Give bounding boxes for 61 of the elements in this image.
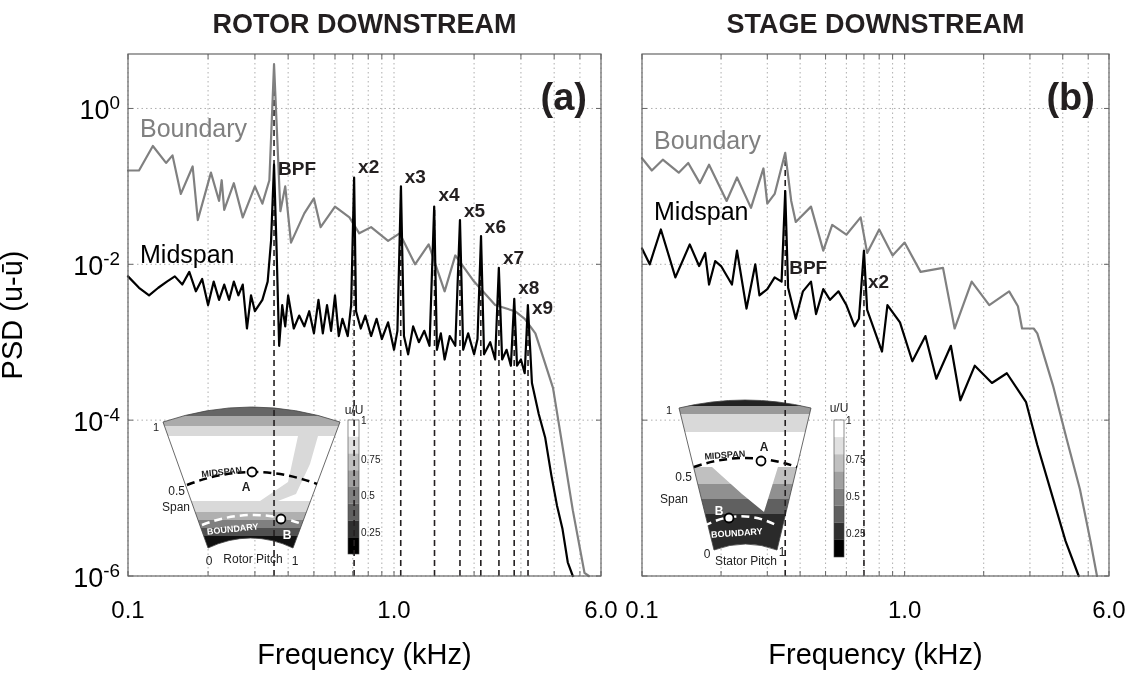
series-label: Midspan [654,197,749,226]
y-tick-label: 10$^{-2}$ [73,247,120,282]
annotation: BPF [278,158,317,179]
series-label: Midspan [140,239,235,268]
annotation: 0.75 [846,454,866,465]
x-tick-label: 0.1 [625,596,659,623]
annotation: 0.5 [675,470,693,484]
chart-title: ROTOR DOWNSTREAM [212,9,517,39]
annotation: 1 [361,415,367,426]
annotation: x8 [518,276,540,298]
annotation: x7 [502,247,525,269]
annotation: (a) [540,76,587,118]
annotation: MIDSPAN [200,464,243,480]
annotation: BOUNDARY [206,521,259,537]
series-label: Boundary [654,126,762,155]
annotation: u/U [829,401,849,415]
annotation: MIDSPAN [704,448,746,462]
annotation: x5 [463,200,486,222]
annotation: A [759,440,769,454]
annotation: 0.25 [361,527,381,538]
y-tick-label: 10$^{-6}$ [73,559,120,593]
annotation: B [714,504,724,518]
annotation: (b) [1046,76,1095,118]
annotation: A [241,480,251,494]
annotation: B [282,528,292,542]
y-tick-label: 10$^{-4}$ [73,403,120,438]
x-tick-label: 1.0 [887,596,922,623]
x-tick-label: 0.1 [111,596,145,623]
x-axis-title: Frequency (kHz) [257,638,472,670]
annotation: x9 [532,297,554,319]
annotation: 1 [291,554,299,568]
annotation: 1 [778,545,786,559]
annotation: 1 [665,404,672,416]
annotation: 0 [205,554,213,568]
y-axis-title: PSD (u-ū) [0,250,28,380]
annotation: 0.5 [361,490,376,501]
series-label: Boundary [140,113,248,142]
annotation: x6 [484,216,506,238]
annotation: x3 [404,166,426,188]
annotation: 0.5 [846,491,861,502]
annotation: BOUNDARY [710,526,763,540]
annotation: Rotor Pitch [223,552,283,566]
chart-title: STAGE DOWNSTREAM [726,9,1025,39]
annotation: 0 [703,547,711,561]
annotation: Stator Pitch [714,554,778,568]
annotation: 0.5 [168,484,186,498]
x-tick-label: 6.0 [584,596,618,623]
y-tick-label: 10$^{0}$ [79,91,120,126]
annotation: BPF [789,256,828,278]
annotation: u/U [344,403,364,417]
annotation: x2 [358,155,380,177]
x-tick-label: 1.0 [377,596,411,623]
annotation: x4 [438,183,461,205]
annotation: 1 [152,421,159,433]
annotation: x2 [867,270,890,292]
x-axis-title: Frequency (kHz) [768,638,983,670]
annotation: Span [161,500,190,514]
annotation: 1 [846,415,852,426]
x-tick-label: 6.0 [1092,596,1126,623]
annotation: Span [659,492,688,506]
annotation: 0.75 [361,454,381,465]
